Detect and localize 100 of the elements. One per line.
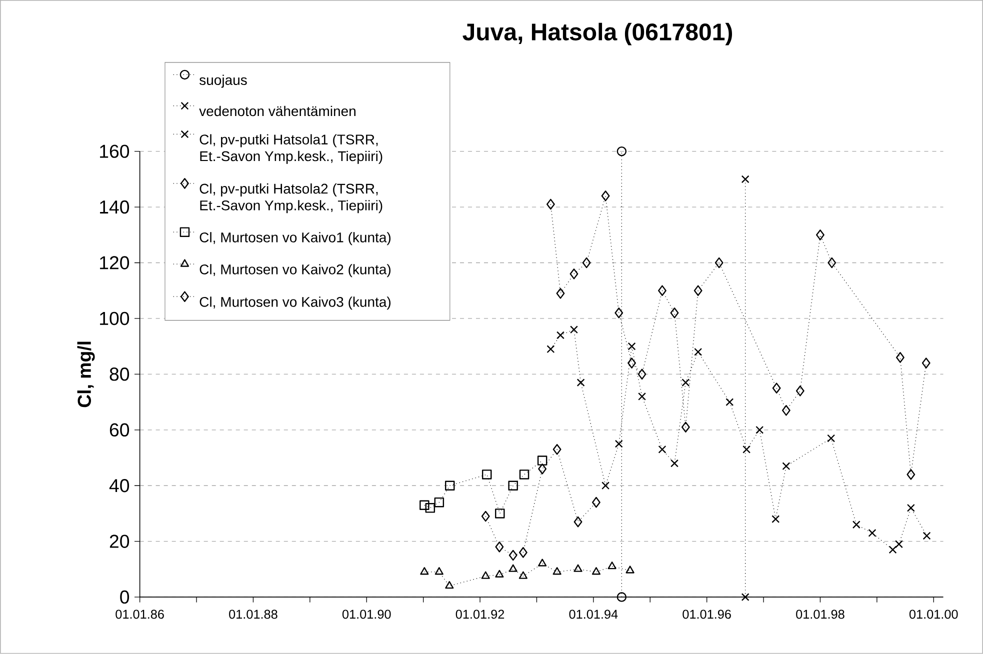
point — [445, 581, 454, 589]
point — [694, 285, 702, 296]
point — [420, 500, 430, 510]
y-tick-label: 120 — [100, 256, 130, 270]
point — [628, 358, 636, 369]
x-tick-label: 01.01.86 — [116, 610, 164, 619]
point — [537, 456, 548, 466]
point — [495, 508, 505, 518]
x-tick-label: 01.01.88 — [229, 610, 278, 619]
point — [682, 378, 690, 387]
legend-label: Cl, Murtosen vo Kaivo2 (kunta) — [200, 264, 390, 278]
point — [906, 469, 916, 480]
point — [888, 546, 897, 554]
point — [658, 446, 666, 454]
point — [518, 547, 528, 558]
point — [894, 540, 903, 548]
point — [576, 378, 585, 387]
point — [601, 190, 610, 202]
point — [896, 352, 904, 363]
point — [444, 480, 455, 491]
point — [616, 592, 627, 602]
legend-label: Cl, Murtosen vo Kaivo1 (kunta) — [200, 232, 390, 246]
point — [592, 567, 601, 575]
point — [556, 331, 564, 340]
y-tick-label: 60 — [110, 423, 130, 437]
point — [906, 504, 915, 512]
point — [852, 520, 860, 529]
x-tick-label: 01.01.96 — [682, 610, 731, 619]
point — [582, 257, 591, 268]
legend-label: Cl, pv-putki Hatsola2 (TSRR, Et.-Savon Ymp.kesk., Tiepiiri) — [200, 184, 382, 214]
point — [714, 257, 724, 268]
y-tick-label: 160 — [100, 144, 130, 158]
point — [681, 422, 690, 433]
x-tick-label: 01.01.00 — [909, 610, 958, 619]
point — [570, 268, 578, 280]
y-tick-label: 40 — [109, 479, 130, 492]
point — [519, 470, 530, 480]
y-tick-label: 80 — [110, 368, 130, 381]
point — [546, 345, 555, 354]
point — [602, 482, 610, 490]
point — [425, 503, 436, 513]
point — [922, 358, 930, 369]
x-tick-label: 01.01.90 — [342, 610, 391, 619]
point — [741, 175, 750, 184]
point — [552, 567, 562, 575]
point — [741, 593, 750, 602]
y-tick-label: 0 — [120, 590, 130, 604]
point — [508, 480, 518, 491]
legend-label: suojaus — [200, 74, 247, 88]
point — [481, 571, 490, 579]
point — [868, 529, 876, 538]
point — [772, 515, 780, 524]
point — [614, 440, 623, 448]
point — [796, 386, 804, 396]
point — [616, 146, 627, 156]
point — [756, 426, 764, 434]
point — [481, 510, 490, 522]
x-tick-label: 01.01.94 — [569, 610, 618, 619]
y-tick-label: 20 — [110, 534, 130, 548]
point — [726, 398, 734, 406]
point — [574, 516, 582, 528]
y-tick-label: 140 — [100, 200, 130, 214]
x-tick-label: 01.01.98 — [796, 610, 844, 619]
point — [508, 550, 518, 561]
point — [658, 285, 666, 296]
y-axis-title: Cl, mg/l — [77, 342, 95, 408]
point — [638, 392, 646, 401]
y-tick-label: 100 — [100, 312, 130, 326]
point — [614, 308, 624, 318]
legend-label: Cl, Murtosen vo Kaivo3 (kunta) — [200, 296, 390, 310]
point — [592, 497, 600, 508]
point — [508, 564, 518, 572]
point — [546, 198, 555, 210]
point — [626, 566, 634, 574]
point — [495, 542, 504, 552]
point — [608, 562, 616, 570]
point — [694, 348, 702, 356]
chart-title: Juva, Hatsola (0617801) — [462, 22, 732, 46]
point — [538, 464, 547, 474]
legend-label: Cl, pv-putki Hatsola1 (TSRR, Et.-Savon Ymp.kesk., Tiepiiri) — [200, 134, 382, 164]
point — [782, 462, 790, 470]
point — [552, 444, 562, 455]
point — [482, 470, 492, 480]
point — [570, 326, 578, 334]
point — [772, 382, 781, 394]
point — [828, 257, 836, 268]
point — [420, 567, 429, 575]
point — [434, 567, 444, 575]
point — [742, 446, 751, 454]
point — [556, 288, 565, 299]
point — [922, 532, 931, 540]
point — [782, 405, 790, 416]
point — [434, 498, 444, 508]
legend-label: vedenoton vähentäminen — [199, 106, 356, 116]
point — [816, 230, 824, 240]
point — [518, 571, 528, 579]
point — [638, 368, 646, 380]
point — [670, 459, 678, 468]
point — [574, 564, 582, 572]
point — [628, 342, 636, 350]
